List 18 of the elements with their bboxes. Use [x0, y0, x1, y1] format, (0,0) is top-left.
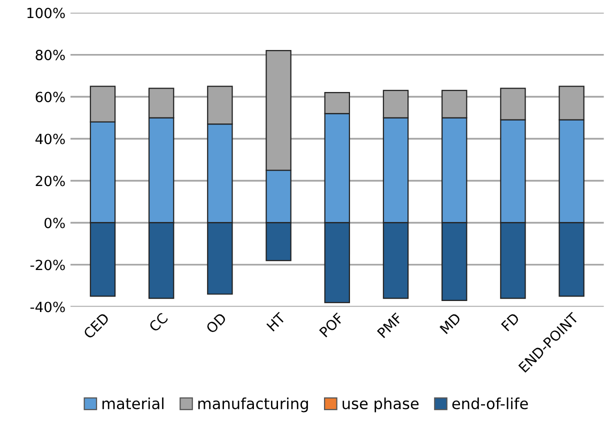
- x-tick-label: OD: [205, 312, 227, 334]
- y-tick-label: 60%: [36, 92, 65, 102]
- y-tick-label: 40%: [35, 134, 65, 144]
- legend-label: manufacturing: [198, 397, 308, 412]
- y-tick-label: 80%: [36, 50, 65, 60]
- y-tick-label: 100%: [27, 8, 65, 18]
- y-tick-label: -20%: [30, 260, 65, 270]
- y-tick-label: 20%: [36, 176, 65, 186]
- legend-label: end-of-life: [452, 397, 528, 410]
- legend-label: use phase: [342, 397, 419, 412]
- x-tick-label: CED: [82, 312, 110, 340]
- y-tick-label: -40%: [30, 302, 65, 312]
- legend-label: material: [102, 397, 164, 410]
- x-tick-label: HT: [266, 312, 286, 332]
- y-tick-label: 0%: [44, 218, 65, 228]
- x-tick-label: FD: [501, 312, 520, 332]
- x-tick-label: CC: [148, 312, 168, 332]
- x-tick-label: MD: [440, 312, 462, 334]
